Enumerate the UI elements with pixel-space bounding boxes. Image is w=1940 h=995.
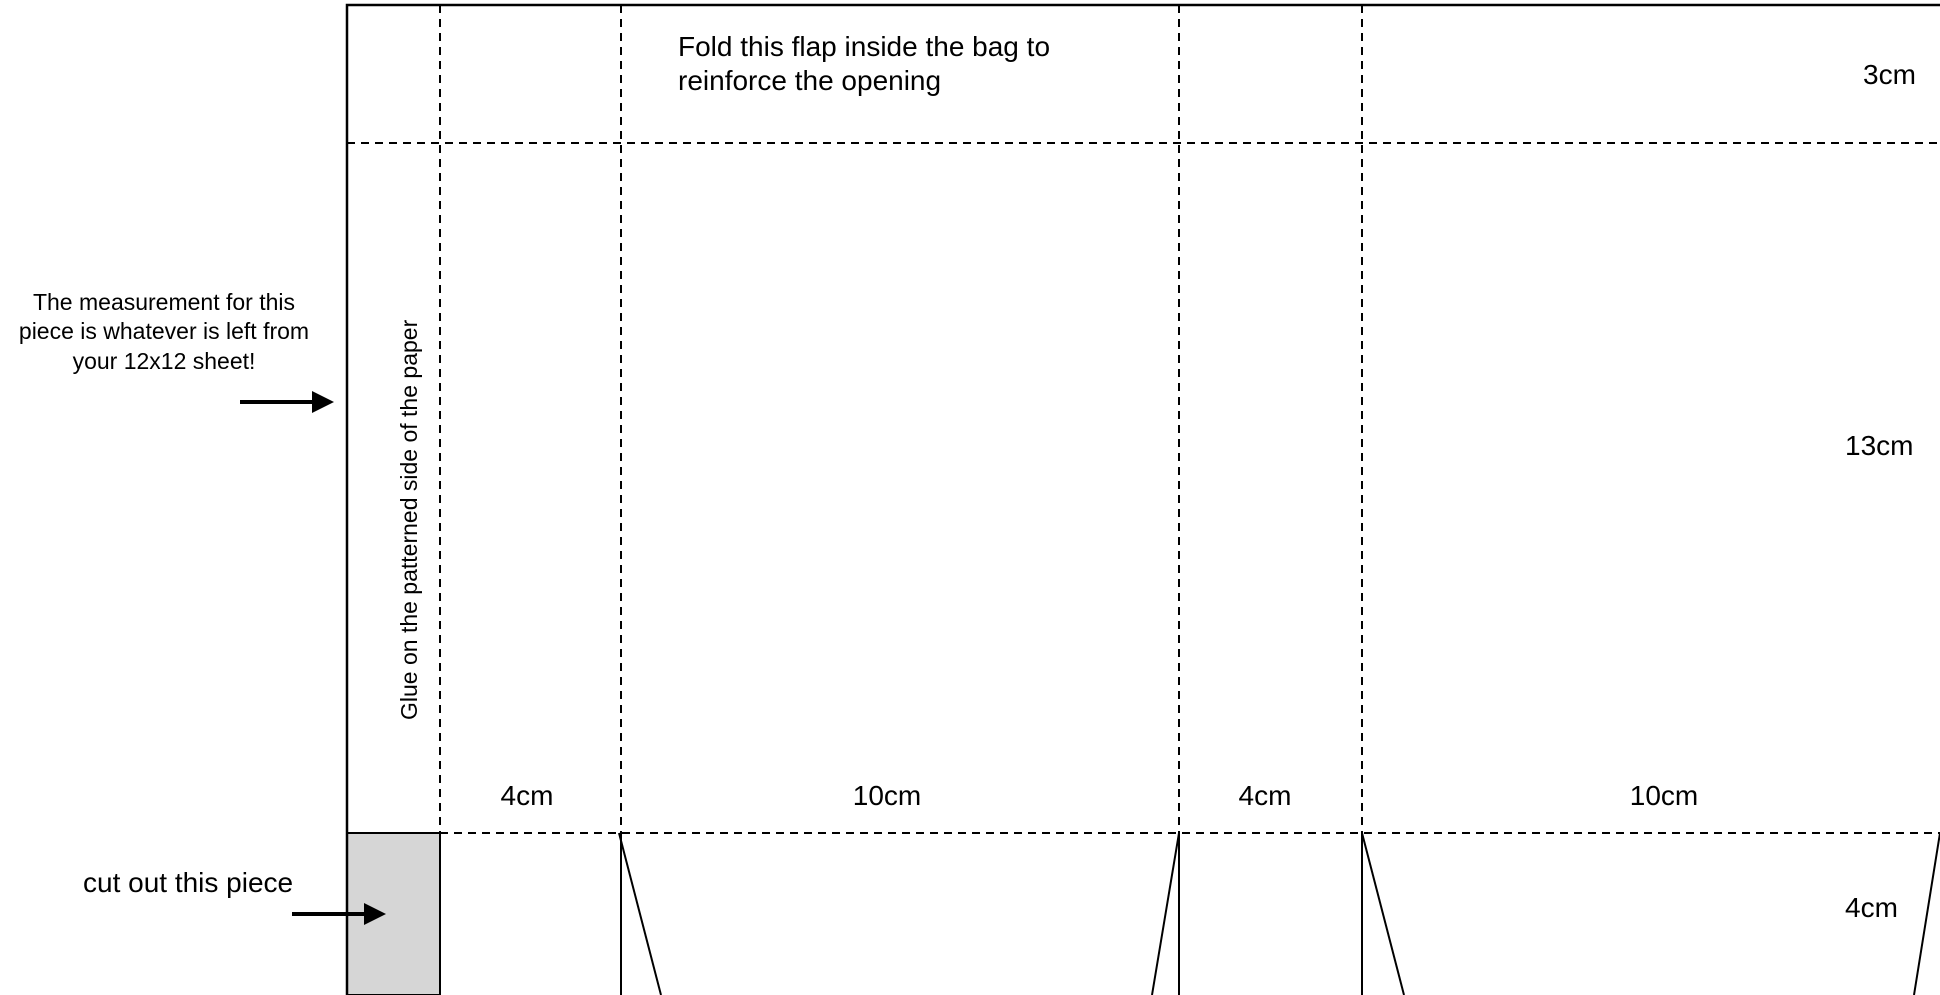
- glue-note: Glue on the patterned side of the paper: [396, 319, 422, 720]
- top-flap-height-label: 3cm: [1863, 59, 1916, 90]
- panel-3-width-label: 4cm: [1238, 780, 1292, 811]
- panel-1-width-label: 4cm: [500, 780, 554, 811]
- gusset-diagonal-4: [1913, 832, 1940, 995]
- gusset-diagonal-3: [1361, 832, 1405, 995]
- bottom-height-label: 4cm: [1845, 892, 1898, 923]
- measurement-note: The measurement for this piece is whatev…: [18, 289, 310, 374]
- fold-flap-line-1: Fold this flap inside the bag to: [678, 31, 1051, 62]
- fold-flap-instruction: Fold this flap inside the bag to reinfor…: [678, 30, 1050, 97]
- cut-out-note: cut out this piece: [83, 867, 294, 898]
- gusset-diagonal-1: [618, 832, 662, 995]
- panel-2-width-label: 10cm: [852, 780, 922, 811]
- cut-out-arrow: [292, 903, 386, 925]
- measurement-arrow: [240, 391, 334, 413]
- panel-4-width-label: 10cm: [1629, 780, 1699, 811]
- fold-flap-line-2: reinforce the opening: [678, 64, 942, 96]
- sheet-outline: [345, 3, 1940, 995]
- body-height-label: 13cm: [1845, 430, 1914, 461]
- gusset-diagonal-2: [1151, 832, 1180, 995]
